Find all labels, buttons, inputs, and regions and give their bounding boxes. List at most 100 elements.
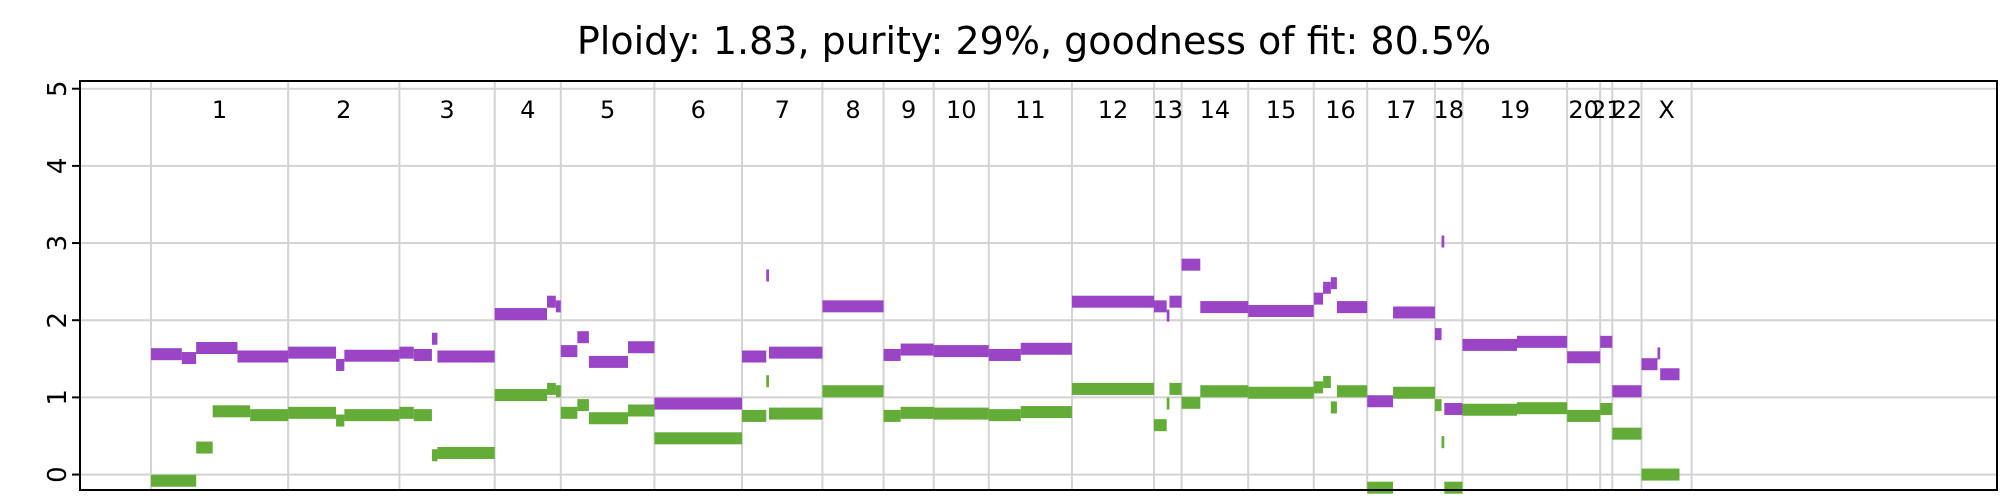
segment-1-5 <box>336 414 345 427</box>
segment-0-19 <box>742 350 767 363</box>
segment-1-16 <box>588 412 629 425</box>
chrom-label-14: 14 <box>1200 96 1231 124</box>
segment-1-9 <box>431 449 438 462</box>
segment-0-15 <box>577 331 589 344</box>
segment-1-3 <box>250 409 289 422</box>
segments-layer <box>151 235 1680 494</box>
ytick-label-2: 2 <box>43 312 73 329</box>
segment-0-20 <box>766 269 770 282</box>
segment-0-4 <box>288 346 337 359</box>
segment-1-24 <box>900 406 934 419</box>
chrom-label-17: 17 <box>1386 96 1417 124</box>
segment-1-30 <box>1166 397 1170 410</box>
chrom-label-20: 20 <box>1568 96 1599 124</box>
chrom-label-22: 22 <box>1612 96 1643 124</box>
segment-1-46 <box>1567 409 1601 422</box>
segment-0-18 <box>654 397 743 410</box>
segment-0-8 <box>413 348 432 361</box>
segment-0-30 <box>1166 309 1170 322</box>
segment-0-47 <box>1600 335 1613 348</box>
segment-1-34 <box>1248 386 1314 399</box>
segment-0-42 <box>1441 235 1445 248</box>
segment-0-35 <box>1313 292 1324 305</box>
segment-1-8 <box>413 409 432 422</box>
segment-1-13 <box>555 385 561 398</box>
segment-0-9 <box>431 332 438 345</box>
segment-0-1 <box>181 352 197 365</box>
segment-1-0 <box>151 474 197 487</box>
plot-frame <box>79 80 1998 491</box>
segment-0-5 <box>336 358 345 371</box>
chrom-label-21: 21 <box>1591 96 1622 124</box>
chrom-label-9: 9 <box>901 96 916 124</box>
segment-0-50 <box>1657 347 1661 360</box>
chrom-label-2: 2 <box>336 96 351 124</box>
ytick-label-3: 3 <box>43 235 73 252</box>
segment-1-6 <box>344 409 400 422</box>
segment-0-29 <box>1154 300 1167 313</box>
chrom-label-6: 6 <box>691 96 706 124</box>
chrom-label-3: 3 <box>439 96 454 124</box>
series-0 <box>151 235 1680 415</box>
segment-1-39 <box>1367 481 1394 494</box>
segment-0-48 <box>1612 385 1642 398</box>
segment-1-31 <box>1169 382 1182 395</box>
segment-1-1 <box>196 441 213 454</box>
segment-0-13 <box>555 300 561 313</box>
y-axis: 0 1 2 3 4 5 <box>43 80 80 483</box>
segment-1-37 <box>1330 401 1337 414</box>
segment-0-24 <box>900 343 934 356</box>
segment-1-19 <box>742 409 767 422</box>
segment-0-0 <box>151 348 182 361</box>
segment-1-21 <box>769 407 823 420</box>
segment-0-17 <box>628 341 655 354</box>
segment-1-45 <box>1517 402 1568 415</box>
segment-0-27 <box>1020 342 1072 355</box>
segment-1-17 <box>628 404 655 417</box>
segment-0-46 <box>1567 351 1601 364</box>
segment-0-21 <box>769 346 823 359</box>
segment-1-44 <box>1462 403 1518 416</box>
segment-1-20 <box>766 375 770 388</box>
segment-1-32 <box>1181 396 1201 409</box>
segment-1-12 <box>547 382 556 395</box>
ytick-label-4: 4 <box>43 158 73 175</box>
segment-1-10 <box>437 446 495 459</box>
chrom-label-7: 7 <box>775 96 790 124</box>
segment-0-11 <box>494 308 548 321</box>
segment-0-31 <box>1169 295 1182 308</box>
segment-0-32 <box>1181 258 1201 271</box>
segment-1-2 <box>212 405 251 418</box>
segment-0-26 <box>988 348 1021 361</box>
segment-1-26 <box>988 409 1021 422</box>
segment-0-51 <box>1660 368 1680 381</box>
chrom-label-8: 8 <box>845 96 860 124</box>
segment-1-42 <box>1441 436 1445 449</box>
segment-1-29 <box>1154 419 1167 432</box>
segment-0-39 <box>1367 395 1394 408</box>
segment-0-36 <box>1323 281 1331 294</box>
segment-1-38 <box>1336 385 1368 398</box>
chrom-label-15: 15 <box>1266 96 1297 124</box>
segment-1-18 <box>654 432 743 445</box>
segment-1-47 <box>1600 402 1613 415</box>
segment-1-43 <box>1444 481 1463 494</box>
chromosome-boundaries <box>150 81 1693 490</box>
ytick-label-1: 1 <box>43 389 73 406</box>
segment-1-33 <box>1200 385 1249 398</box>
segment-1-14 <box>560 406 578 419</box>
segment-0-22 <box>822 300 884 313</box>
segment-1-28 <box>1071 382 1155 395</box>
segment-0-37 <box>1330 277 1337 290</box>
segment-0-6 <box>344 349 400 362</box>
ytick-label-0: 0 <box>43 466 73 483</box>
segment-0-45 <box>1517 335 1568 348</box>
chart-title: Ploidy: 1.83, purity: 29%, goodness of f… <box>577 19 1491 63</box>
chrom-label-13: 13 <box>1153 96 1184 124</box>
segment-0-34 <box>1248 304 1314 317</box>
segment-1-35 <box>1313 381 1324 394</box>
segment-0-43 <box>1444 402 1463 415</box>
chrom-label-19: 19 <box>1500 96 1531 124</box>
